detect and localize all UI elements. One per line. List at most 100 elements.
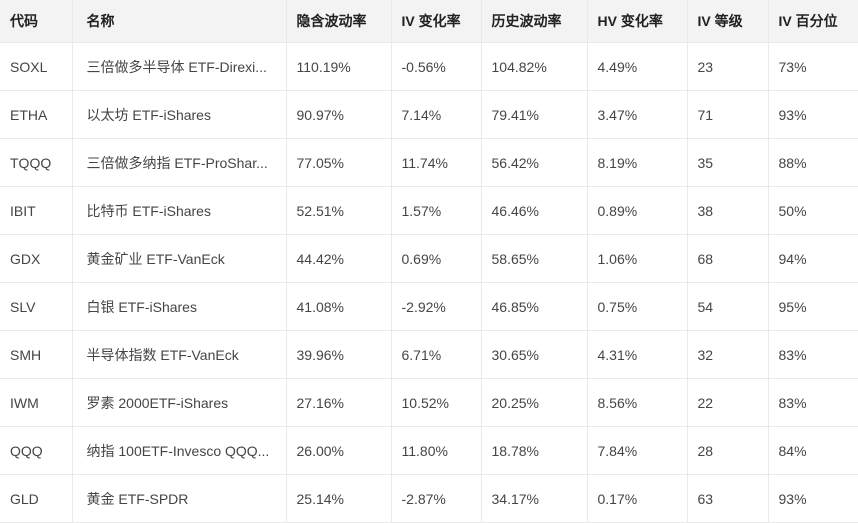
- cell-name: 三倍做多半导体 ETF-Direxi...: [71, 42, 286, 91]
- cell-iv_percentile: 93%: [767, 474, 858, 523]
- cell-iv_change: -2.87%: [390, 474, 481, 523]
- cell-iv: 26.00%: [285, 426, 391, 475]
- cell-iv_change: -0.56%: [390, 42, 481, 91]
- header-cell-iv_change[interactable]: IV 变化率: [390, 0, 481, 43]
- cell-name: 罗素 2000ETF-iShares: [71, 378, 286, 427]
- cell-hv: 30.65%: [480, 330, 587, 379]
- cell-iv_rank: 22: [686, 378, 768, 427]
- table-row-SMH[interactable]: SMH 半导体指数 ETF-VanEck 39.96% 6.71% 30.65% 4.31…: [0, 330, 858, 379]
- cell-iv_rank: 32: [686, 330, 768, 379]
- cell-iv: 27.16%: [285, 378, 391, 427]
- cell-iv_percentile: 88%: [767, 138, 858, 187]
- cell-iv_rank: 23: [686, 42, 768, 91]
- table-row-IBIT[interactable]: IBIT 比特币 ETF-iShares 52.51% 1.57% 46.46% 0.89…: [0, 186, 858, 235]
- cell-iv: 77.05%: [285, 138, 391, 187]
- cell-iv_change: 7.14%: [390, 90, 481, 139]
- cell-name: 纳指 100ETF-Invesco QQQ...: [71, 426, 286, 475]
- cell-hv: 104.82%: [480, 42, 587, 91]
- cell-hv: 34.17%: [480, 474, 587, 523]
- cell-iv_percentile: 94%: [767, 234, 858, 283]
- cell-iv_rank: 63: [686, 474, 768, 523]
- cell-hv: 58.65%: [480, 234, 587, 283]
- cell-iv_change: 11.74%: [390, 138, 481, 187]
- table-header: 代码 名称 隐含波动率 IV 变化率 历史波动率 HV 变化率 IV 等级 IV 百分位: [0, 0, 858, 43]
- cell-iv_change: 1.57%: [390, 186, 481, 235]
- cell-hv_change: 8.56%: [586, 378, 687, 427]
- cell-iv_rank: 38: [686, 186, 768, 235]
- cell-iv_percentile: 84%: [767, 426, 858, 475]
- cell-iv_rank: 54: [686, 282, 768, 331]
- cell-iv: 39.96%: [285, 330, 391, 379]
- cell-name: 以太坊 ETF-iShares: [71, 90, 286, 139]
- cell-name: 白银 ETF-iShares: [71, 282, 286, 331]
- header-cell-iv_percentile[interactable]: IV 百分位: [767, 0, 858, 43]
- cell-name: 比特币 ETF-iShares: [71, 186, 286, 235]
- cell-iv_rank: 71: [686, 90, 768, 139]
- cell-code: IWM: [0, 378, 72, 427]
- cell-hv: 46.85%: [480, 282, 587, 331]
- cell-code: SOXL: [0, 42, 72, 91]
- cell-hv_change: 1.06%: [586, 234, 687, 283]
- cell-hv_change: 8.19%: [586, 138, 687, 187]
- cell-iv_change: 10.52%: [390, 378, 481, 427]
- cell-iv_rank: 68: [686, 234, 768, 283]
- cell-iv_rank: 28: [686, 426, 768, 475]
- cell-code: QQQ: [0, 426, 72, 475]
- cell-name: 半导体指数 ETF-VanEck: [71, 330, 286, 379]
- cell-iv: 52.51%: [285, 186, 391, 235]
- cell-iv_change: -2.92%: [390, 282, 481, 331]
- table-row-GLD[interactable]: GLD 黄金 ETF-SPDR 25.14% -2.87% 34.17% 0.17% 63 9…: [0, 474, 858, 523]
- cell-iv_change: 0.69%: [390, 234, 481, 283]
- cell-iv_percentile: 50%: [767, 186, 858, 235]
- cell-iv_percentile: 83%: [767, 330, 858, 379]
- cell-name: 三倍做多纳指 ETF-ProShar...: [71, 138, 286, 187]
- cell-iv: 44.42%: [285, 234, 391, 283]
- cell-code: GLD: [0, 474, 72, 523]
- cell-hv_change: 4.31%: [586, 330, 687, 379]
- cell-iv_rank: 35: [686, 138, 768, 187]
- cell-iv_percentile: 93%: [767, 90, 858, 139]
- table-row-QQQ[interactable]: QQQ 纳指 100ETF-Invesco QQQ... 26.00% 11.80% 1…: [0, 426, 858, 475]
- cell-iv_percentile: 95%: [767, 282, 858, 331]
- header-cell-hv[interactable]: 历史波动率: [480, 0, 587, 43]
- cell-hv_change: 7.84%: [586, 426, 687, 475]
- table-row-GDX[interactable]: GDX 黄金矿业 ETF-VanEck 44.42% 0.69% 58.65% 1.06%…: [0, 234, 858, 283]
- cell-code: IBIT: [0, 186, 72, 235]
- header-cell-iv[interactable]: 隐含波动率: [285, 0, 391, 43]
- cell-iv: 110.19%: [285, 42, 391, 91]
- header-cell-iv_rank[interactable]: IV 等级: [686, 0, 768, 43]
- cell-hv_change: 4.49%: [586, 42, 687, 91]
- table-row-ETHA[interactable]: ETHA 以太坊 ETF-iShares 90.97% 7.14% 79.41% 3.47…: [0, 90, 858, 139]
- cell-code: ETHA: [0, 90, 72, 139]
- cell-name: 黄金 ETF-SPDR: [71, 474, 286, 523]
- header-cell-hv_change[interactable]: HV 变化率: [586, 0, 687, 43]
- cell-hv_change: 0.75%: [586, 282, 687, 331]
- header-cell-code[interactable]: 代码: [0, 0, 72, 43]
- cell-name: 黄金矿业 ETF-VanEck: [71, 234, 286, 283]
- cell-hv: 79.41%: [480, 90, 587, 139]
- header-cell-name[interactable]: 名称: [71, 0, 286, 43]
- cell-code: SMH: [0, 330, 72, 379]
- cell-hv: 18.78%: [480, 426, 587, 475]
- table-row-IWM[interactable]: IWM 罗素 2000ETF-iShares 27.16% 10.52% 20.25% 8…: [0, 378, 858, 427]
- cell-code: GDX: [0, 234, 72, 283]
- table-row-SLV[interactable]: SLV 白银 ETF-iShares 41.08% -2.92% 46.85% 0.75%…: [0, 282, 858, 331]
- cell-iv: 25.14%: [285, 474, 391, 523]
- cell-hv: 46.46%: [480, 186, 587, 235]
- cell-iv_change: 6.71%: [390, 330, 481, 379]
- cell-hv_change: 0.17%: [586, 474, 687, 523]
- cell-hv_change: 3.47%: [586, 90, 687, 139]
- table-row-SOXL[interactable]: SOXL 三倍做多半导体 ETF-Direxi... 110.19% -0.56% 10…: [0, 42, 858, 91]
- cell-iv: 41.08%: [285, 282, 391, 331]
- cell-hv_change: 0.89%: [586, 186, 687, 235]
- header-row: 代码 名称 隐含波动率 IV 变化率 历史波动率 HV 变化率 IV 等级 IV 百分位: [0, 0, 858, 43]
- cell-iv_percentile: 83%: [767, 378, 858, 427]
- table-body: SOXL 三倍做多半导体 ETF-Direxi... 110.19% -0.56% 10…: [0, 42, 858, 523]
- cell-hv: 56.42%: [480, 138, 587, 187]
- cell-iv_change: 11.80%: [390, 426, 481, 475]
- cell-iv: 90.97%: [285, 90, 391, 139]
- table-row-TQQQ[interactable]: TQQQ 三倍做多纳指 ETF-ProShar... 77.05% 11.74% 56.…: [0, 138, 858, 187]
- cell-code: SLV: [0, 282, 72, 331]
- cell-iv_percentile: 73%: [767, 42, 858, 91]
